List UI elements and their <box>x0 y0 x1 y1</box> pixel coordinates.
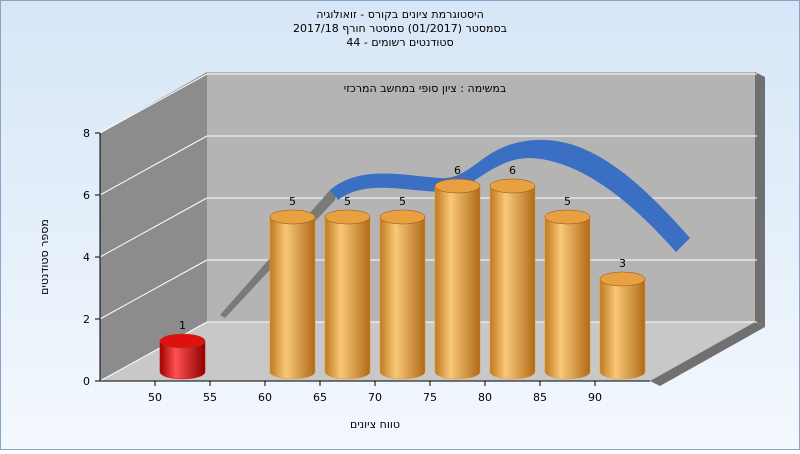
bar <box>599 271 646 380</box>
x-tick-label: 60 <box>258 391 272 404</box>
y-tick-label: 4 <box>83 251 90 264</box>
data-label: 5 <box>564 195 571 208</box>
x-axis-label: טווח ציונים <box>350 418 400 431</box>
data-label: 5 <box>344 195 351 208</box>
bar-body <box>379 216 426 380</box>
bar-body <box>434 185 481 380</box>
data-label: 6 <box>509 164 516 177</box>
bar <box>489 178 536 380</box>
x-tick-label: 90 <box>588 391 602 404</box>
data-label: 6 <box>454 164 461 177</box>
bar <box>324 209 371 380</box>
y-tick-label: 8 <box>83 127 90 140</box>
x-tick-label: 65 <box>313 391 327 404</box>
y-tick-label: 2 <box>83 313 90 326</box>
bar-top <box>599 271 646 287</box>
floor <box>100 322 755 381</box>
data-label: 1 <box>179 319 186 332</box>
data-label: 3 <box>619 257 626 270</box>
bar-body <box>269 216 316 380</box>
x-tick-label: 80 <box>478 391 492 404</box>
fit-curve <box>330 139 690 252</box>
bar-top <box>159 333 206 349</box>
bar-top <box>269 209 316 225</box>
grid-line <box>99 259 208 320</box>
bar <box>269 209 316 380</box>
x-tick-label: 70 <box>368 391 382 404</box>
bar-top <box>544 209 591 225</box>
wall-edge <box>755 72 765 327</box>
bar-top <box>489 178 536 194</box>
data-label: 5 <box>289 195 296 208</box>
annotation: במשימה : ציון סופי במחשב המרכזי <box>344 82 507 95</box>
x-tick-label: 85 <box>533 391 547 404</box>
grid-line <box>99 321 208 382</box>
bar-top <box>324 209 371 225</box>
bar <box>544 209 591 380</box>
y-axis-label: מספר סטודנטים <box>38 219 51 295</box>
y-tick-label: 0 <box>83 375 90 388</box>
bar-top <box>379 209 426 225</box>
chart-title: היסטוגרמת ציונים בקורס - זואולוגיה <box>316 8 484 21</box>
bar-body <box>489 185 536 380</box>
bar-body <box>544 216 591 380</box>
bar-body <box>159 340 206 380</box>
grid-line <box>99 135 208 196</box>
bar <box>379 209 426 380</box>
bar <box>159 333 206 380</box>
chart-subtitle: בסמסטר (01/2017) סמסטר חורף 2017/18 <box>293 22 507 35</box>
floor-edge <box>650 322 765 386</box>
x-tick-label: 50 <box>148 391 162 404</box>
data-label: 5 <box>399 195 406 208</box>
bar-body <box>324 216 371 380</box>
grid-line <box>99 73 208 134</box>
grid-line <box>99 197 208 258</box>
chart-subtitle: סטודנטים רשומים - 44 <box>346 36 453 49</box>
bar-body <box>599 278 646 380</box>
x-tick-label: 55 <box>203 391 217 404</box>
bar <box>434 178 481 380</box>
y-tick-label: 6 <box>83 189 90 202</box>
x-tick-label: 75 <box>423 391 437 404</box>
bar-top <box>434 178 481 194</box>
